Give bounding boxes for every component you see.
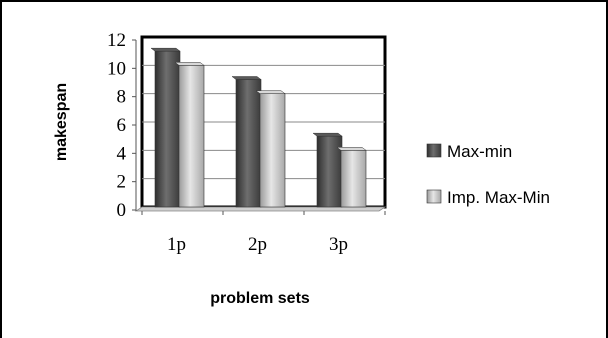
bar-top-face [255, 90, 286, 94]
x-tick-label-3p: 3p [329, 234, 348, 255]
y-tick-label: 0 [117, 200, 127, 221]
bar-imp-max-min-3p [340, 150, 367, 208]
legend-swatch-imp-max-min [426, 189, 442, 204]
y-tick-label: 6 [117, 115, 127, 136]
x-tick-label-1p: 1p [167, 234, 186, 255]
x-axis-ticks: 1p 2p 3p [141, 211, 386, 255]
bar-max-min-2p [235, 79, 262, 208]
x-axis-title: problem sets [210, 290, 310, 307]
y-tick-label: 10 [107, 58, 126, 79]
bar-top-face [336, 147, 367, 151]
y-tick-label: 4 [117, 143, 127, 164]
legend: Max-min Imp. Max-Min [426, 142, 550, 207]
legend-label-max-min: Max-min [447, 142, 512, 161]
x-tick-label-2p: 2p [248, 234, 267, 255]
bar-imp-max-min-1p [178, 65, 205, 208]
bar-top-face [174, 62, 205, 66]
bar-top-face [150, 47, 181, 52]
y-axis-title: makespan [53, 83, 70, 161]
bar-top-face [231, 76, 262, 80]
y-axis-ticks: 0 2 4 6 8 10 12 [107, 30, 136, 221]
legend-label-imp-max-min: Imp. Max-Min [447, 188, 550, 207]
bar-top-face [312, 132, 343, 137]
y-tick-label: 8 [117, 87, 127, 108]
legend-swatch-max-min [426, 143, 442, 158]
bar-imp-max-min-2p [259, 93, 286, 208]
bar-max-min-3p [316, 135, 343, 208]
bar-max-min-1p [154, 50, 181, 208]
y-tick-label: 2 [117, 172, 127, 193]
plot-area [134, 35, 387, 212]
y-tick-label: 12 [107, 30, 126, 51]
plot-floor [134, 206, 387, 212]
